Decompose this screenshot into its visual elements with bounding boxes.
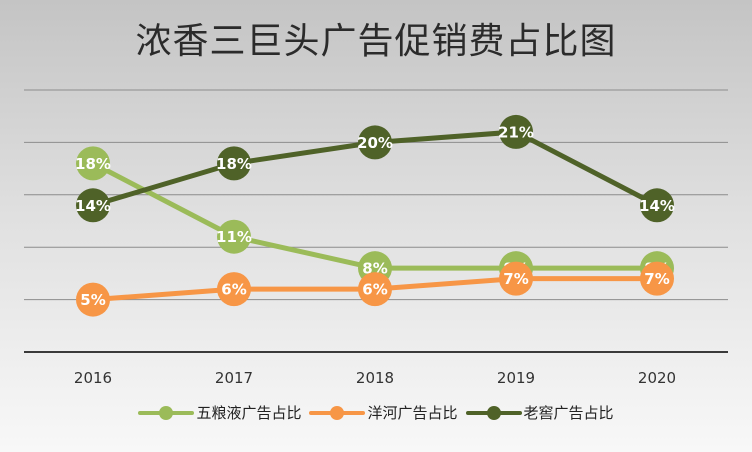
- data-point-s2-1: [217, 146, 251, 181]
- data-label-s1-0: 5%: [80, 291, 105, 309]
- legend-item-laojiao[interactable]: 老窖广告占比: [465, 402, 614, 423]
- data-point-s2-4: [640, 188, 674, 223]
- data-point-s1-0: [76, 282, 110, 317]
- data-point-s0-1: [217, 219, 251, 254]
- x-tick-label-2018: 2018: [356, 369, 394, 387]
- data-label-s2-1: 18%: [216, 155, 252, 173]
- data-label-s1-3: 7%: [503, 270, 528, 288]
- data-label-s0-2: 8%: [362, 260, 387, 278]
- legend-label-yanghe: 洋河广告占比: [367, 404, 458, 422]
- data-point-s1-4: [640, 261, 674, 296]
- x-tick-label-2019: 2019: [497, 369, 535, 387]
- legend-item-wuliangye[interactable]: 五粮液广告占比: [138, 402, 301, 423]
- data-point-s1-2: [358, 272, 392, 307]
- data-label-s0-0: 18%: [75, 155, 111, 173]
- data-label-s1-2: 6%: [362, 281, 387, 299]
- data-point-s0-0: [76, 146, 110, 181]
- x-tick-label-2020: 2020: [638, 369, 676, 387]
- data-label-s0-1: 11%: [216, 228, 252, 246]
- data-point-s2-2: [358, 125, 392, 160]
- data-label-s2-3: 21%: [498, 123, 534, 141]
- legend-label-laojiao: 老窖广告占比: [523, 404, 614, 422]
- legend-swatch-yanghe: [309, 405, 366, 420]
- data-label-s1-4: 7%: [644, 270, 669, 288]
- data-label-s2-2: 20%: [357, 134, 393, 152]
- data-point-s1-1: [217, 272, 251, 307]
- data-point-s2-3: [499, 114, 533, 149]
- data-label-s1-1: 6%: [221, 281, 246, 299]
- legend-swatch-laojiao: [465, 405, 522, 420]
- data-point-s2-0: [76, 188, 110, 223]
- legend-item-yanghe[interactable]: 洋河广告占比: [309, 402, 458, 423]
- legend-label-wuliangye: 五粮液广告占比: [196, 404, 302, 422]
- chart-title: 浓香三巨头广告促销费占比图: [135, 21, 617, 62]
- legend-swatch-wuliangye: [138, 405, 195, 420]
- data-label-s2-4: 14%: [639, 197, 675, 215]
- x-tick-label-2016: 2016: [74, 369, 112, 387]
- data-label-s2-0: 14%: [75, 197, 111, 215]
- x-tick-label-2017: 2017: [215, 369, 253, 387]
- data-point-s1-3: [499, 261, 533, 296]
- legend: 五粮液广告占比 洋河广告占比 老窖广告占比: [0, 402, 752, 423]
